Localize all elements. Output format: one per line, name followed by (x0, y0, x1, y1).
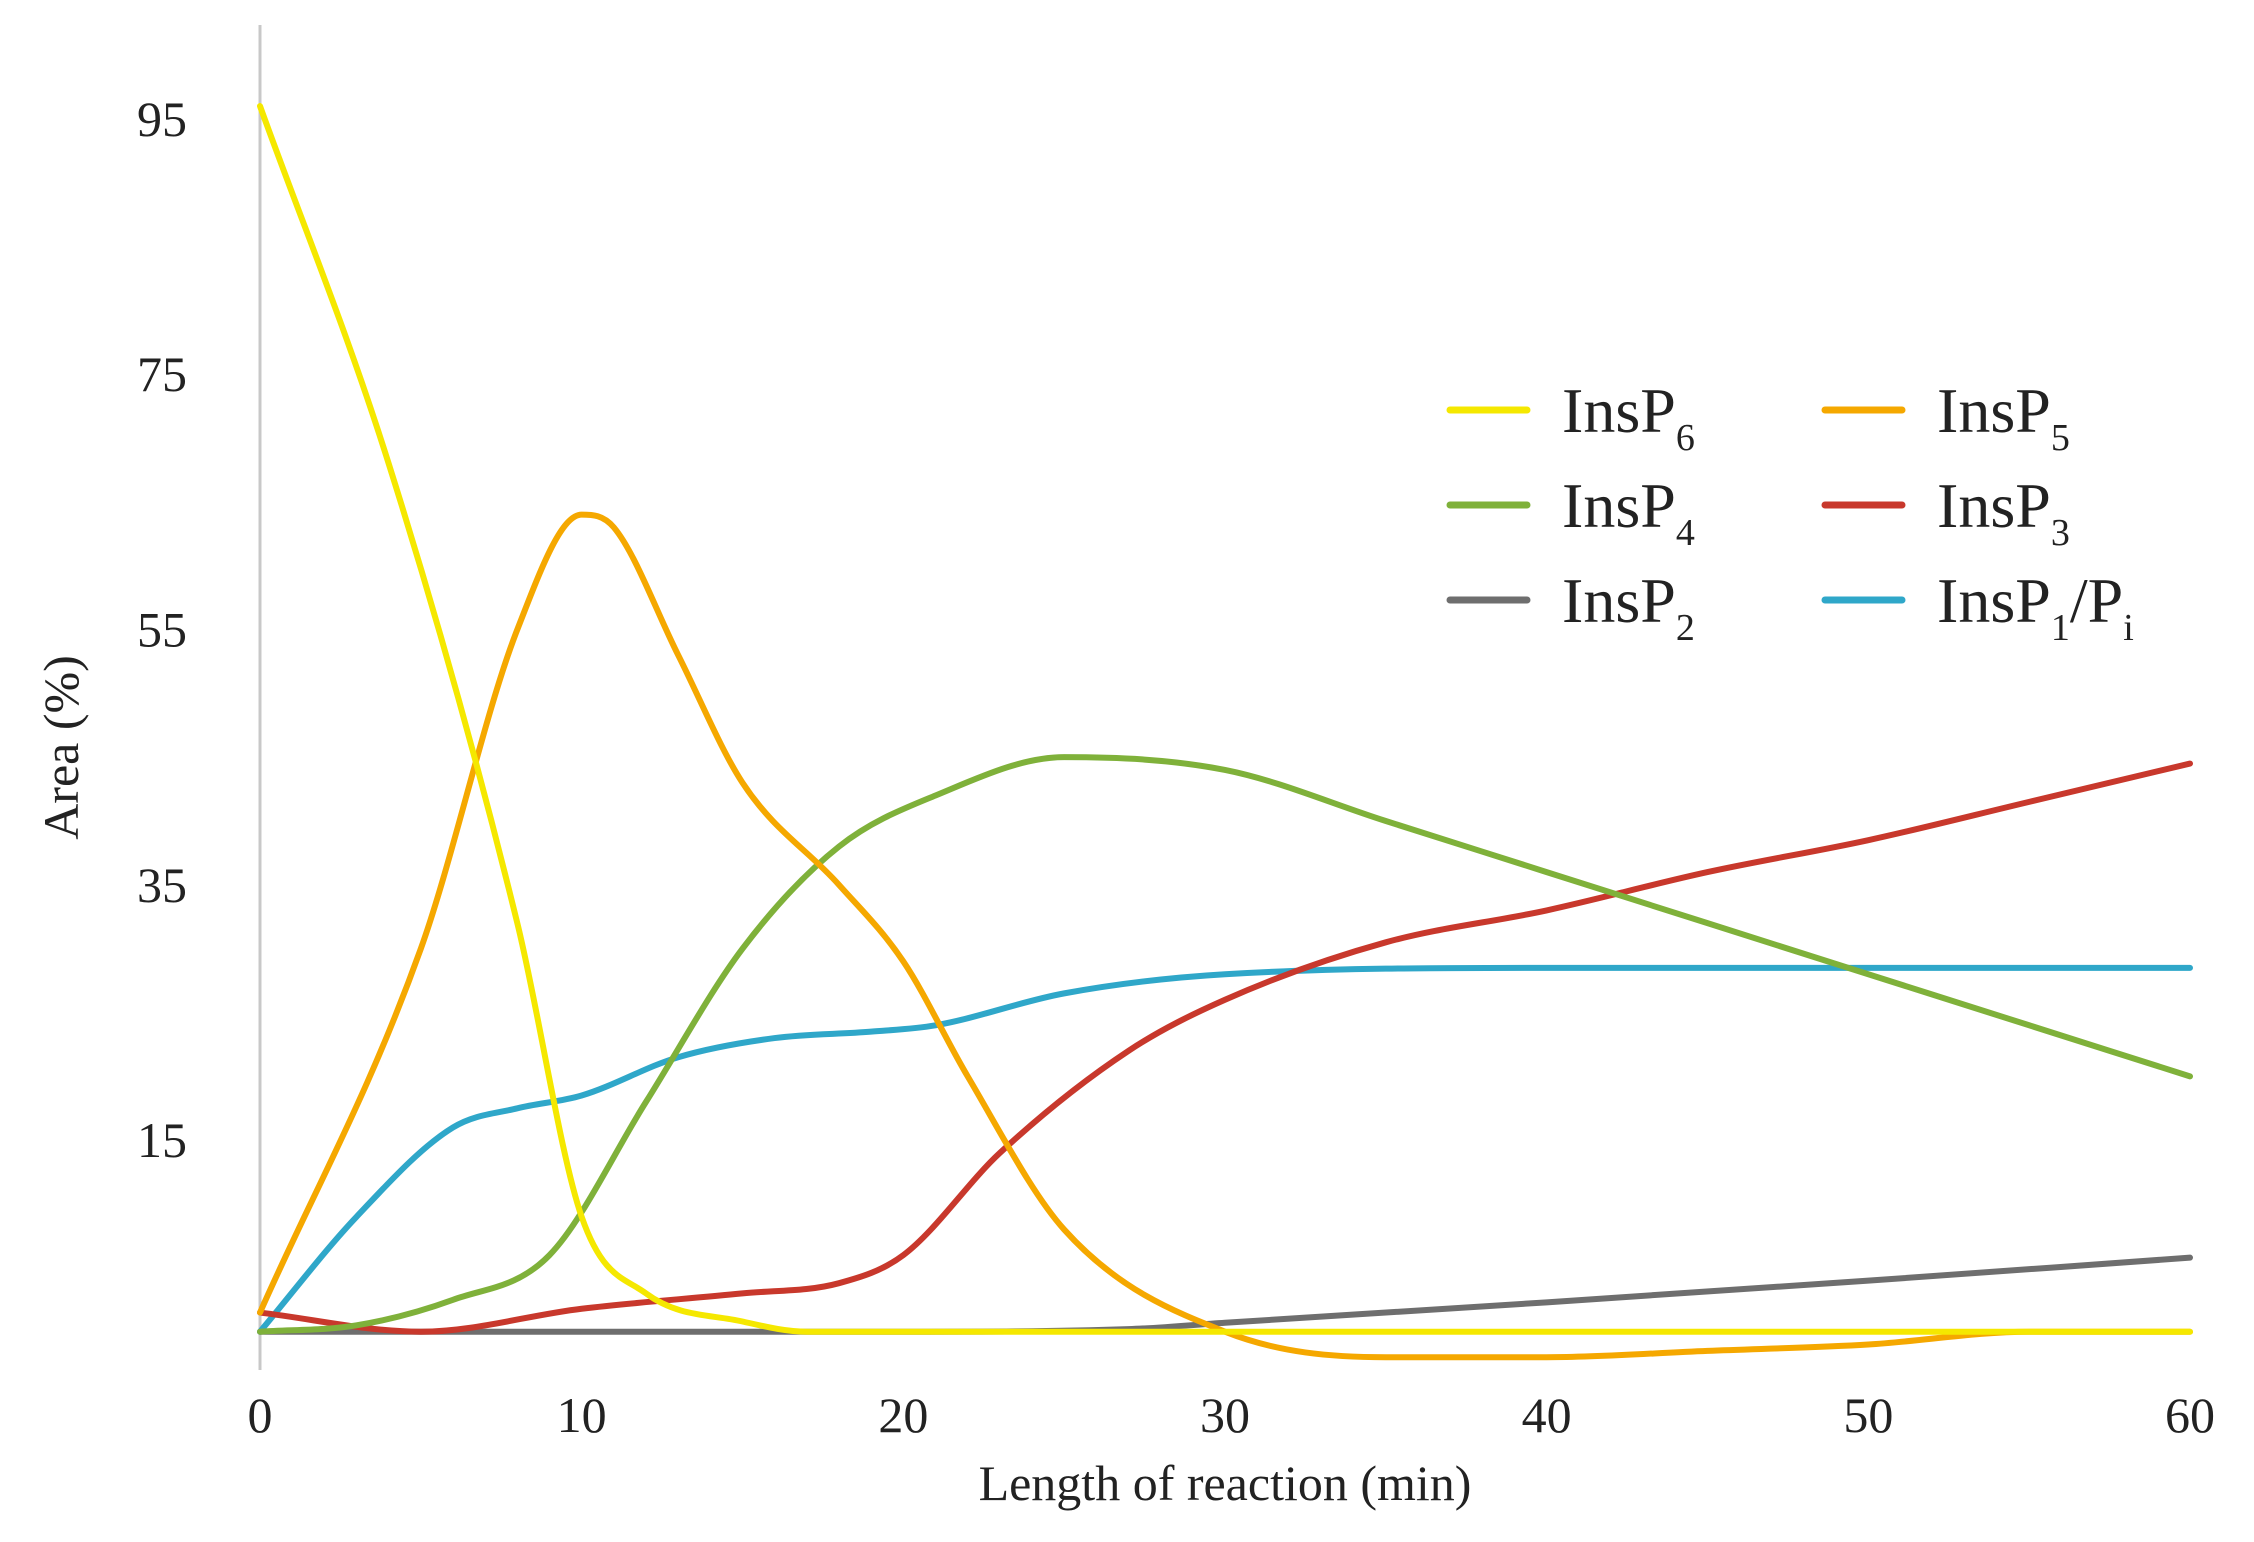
y-tick-label: 55 (137, 602, 187, 658)
y-tick-label: 35 (137, 857, 187, 913)
x-tick-label: 40 (1522, 1387, 1572, 1443)
y-tick-label: 75 (137, 346, 187, 402)
series-line-insp6 (257, 103, 2193, 1335)
legend-item: InsP5 (1821, 375, 2070, 459)
legend-label: InsP4 (1562, 470, 1695, 554)
legend-label: InsP6 (1562, 375, 1695, 459)
series-line-insp3 (257, 760, 2193, 1335)
legend-label: InsP5 (1937, 375, 2070, 459)
legend-label-main: InsP (1937, 565, 2051, 636)
series-line-insp1-pi (257, 964, 2193, 1335)
legend-label-main: InsP (1562, 375, 1676, 446)
x-tick-label: 10 (557, 1387, 607, 1443)
x-axis-title: Length of reaction (min) (979, 1455, 1472, 1511)
legend-item: InsP3 (1821, 470, 2070, 554)
legend-label: InsP3 (1937, 470, 2070, 554)
legend-label-sub: 5 (2051, 417, 2070, 459)
legend-label-main2: /P (2070, 565, 2123, 636)
y-tick-label: 15 (137, 1112, 187, 1168)
legend-label-sub: 6 (1676, 417, 1695, 459)
series-line-insp5 (257, 511, 2193, 1361)
y-axis-ticks: 15 35 55 75 95 (137, 91, 187, 1168)
x-tick-label: 50 (1843, 1387, 1893, 1443)
x-tick-label: 30 (1200, 1387, 1250, 1443)
legend-label-main: InsP (1937, 470, 2051, 541)
legend-label-sub: 3 (2051, 512, 2070, 554)
legend-label-main: InsP (1562, 470, 1676, 541)
y-axis-title: Area (%) (33, 655, 89, 840)
legend-label: InsP1/Pi (1937, 565, 2134, 649)
legend-label-main: InsP (1937, 375, 2051, 446)
legend-item: InsP4 (1446, 470, 1695, 554)
x-tick-label: 0 (248, 1387, 273, 1443)
legend-label: InsP2 (1562, 565, 1695, 649)
series-lines (257, 103, 2193, 1361)
legend-label-sub: 4 (1676, 512, 1695, 554)
x-tick-label: 60 (2165, 1387, 2215, 1443)
x-tick-label: 20 (878, 1387, 928, 1443)
legend-label-sub: 2 (1676, 607, 1695, 649)
series-line-insp4 (257, 754, 2193, 1335)
legend-item: InsP1/Pi (1821, 565, 2134, 649)
legend-item: InsP2 (1446, 565, 1695, 649)
series-line-insp2 (257, 1254, 2193, 1335)
legend-label-sub2: i (2123, 607, 2134, 649)
legend-label-sub: 1 (2051, 607, 2070, 649)
legend-item: InsP6 (1446, 375, 1695, 459)
y-tick-label: 95 (137, 91, 187, 147)
x-axis-ticks: 0 10 20 30 40 50 60 (248, 1387, 2216, 1443)
legend-label-main: InsP (1562, 565, 1676, 636)
